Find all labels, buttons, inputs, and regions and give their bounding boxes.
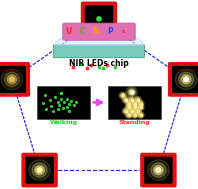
FancyBboxPatch shape [172,66,198,93]
FancyBboxPatch shape [81,2,117,36]
Circle shape [126,87,138,98]
FancyBboxPatch shape [140,153,177,187]
Text: s: s [122,29,125,34]
FancyBboxPatch shape [53,45,145,58]
Circle shape [125,104,132,111]
FancyBboxPatch shape [63,23,135,40]
Circle shape [7,75,17,84]
Circle shape [119,92,126,99]
Text: U: U [66,27,72,36]
Circle shape [37,168,42,173]
Circle shape [127,105,131,109]
Circle shape [128,108,135,115]
Circle shape [125,100,132,107]
Circle shape [139,102,143,105]
Circle shape [121,94,125,97]
Circle shape [127,102,131,105]
Text: Standing: Standing [119,120,150,125]
Circle shape [133,113,137,117]
Text: P: P [107,27,112,36]
Circle shape [1,69,23,90]
FancyBboxPatch shape [37,86,90,119]
Circle shape [139,113,143,117]
Circle shape [151,163,166,177]
FancyBboxPatch shape [25,156,54,184]
Circle shape [125,112,132,118]
Circle shape [32,163,47,177]
FancyBboxPatch shape [85,5,113,33]
Circle shape [134,108,141,115]
Circle shape [133,105,137,109]
Circle shape [184,77,188,81]
Circle shape [122,108,129,115]
Circle shape [35,166,44,175]
FancyBboxPatch shape [0,66,26,93]
Circle shape [136,109,140,113]
Circle shape [130,98,134,102]
Circle shape [9,77,14,82]
Circle shape [124,109,128,113]
FancyBboxPatch shape [168,62,198,97]
Circle shape [131,104,138,111]
Circle shape [184,77,189,82]
Circle shape [181,75,191,84]
Circle shape [133,102,137,105]
FancyBboxPatch shape [0,62,30,97]
Circle shape [131,112,138,118]
FancyBboxPatch shape [108,86,161,119]
Text: NIR LEDs chip: NIR LEDs chip [69,59,129,68]
Text: C: C [80,27,85,36]
Circle shape [139,105,143,109]
Circle shape [4,72,19,87]
Circle shape [130,109,134,113]
Circle shape [127,113,131,117]
Circle shape [154,166,163,175]
Circle shape [128,88,136,96]
Text: Walking: Walking [49,120,77,125]
Circle shape [37,168,42,172]
Text: N: N [93,27,99,36]
Circle shape [129,90,134,94]
Polygon shape [54,32,144,46]
Circle shape [148,160,169,180]
Circle shape [179,72,194,87]
Circle shape [10,77,14,81]
FancyBboxPatch shape [21,153,58,187]
Circle shape [137,112,144,118]
Circle shape [131,100,138,107]
Circle shape [137,104,144,111]
Circle shape [156,168,161,173]
Circle shape [29,160,50,180]
Circle shape [137,100,144,107]
Circle shape [175,69,197,90]
Circle shape [97,17,101,21]
Circle shape [156,168,161,172]
FancyBboxPatch shape [144,156,173,184]
Circle shape [122,96,129,103]
Circle shape [134,96,141,103]
Circle shape [128,96,135,103]
Circle shape [124,98,128,102]
Circle shape [136,98,140,102]
